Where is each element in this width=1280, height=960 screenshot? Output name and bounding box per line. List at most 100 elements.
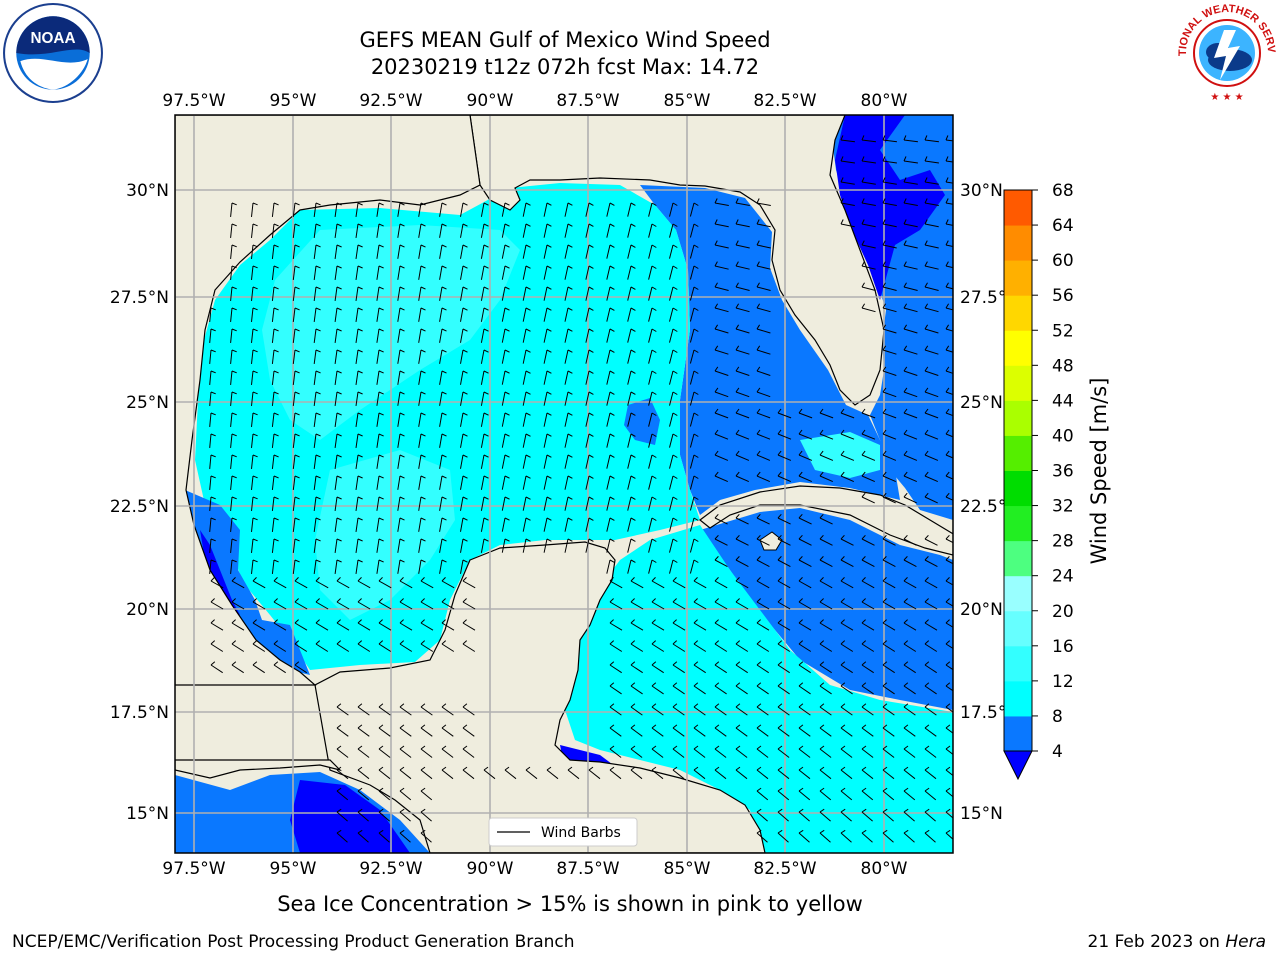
wind-barb: [672, 622, 686, 631]
wind-barb: [756, 727, 769, 737]
wind-barb-flag: [819, 429, 824, 435]
wind-barb: [651, 706, 664, 716]
wind-barb: [418, 475, 422, 490]
wind-barb-flag: [798, 471, 803, 477]
wind-barb-flag: [315, 244, 321, 248]
wind-barb: [376, 244, 380, 259]
lon-tick-label-top: 90°W: [467, 91, 514, 111]
wind-barb: [756, 391, 771, 398]
wind-barb-flag: [483, 412, 489, 416]
wind-barb-flag: [399, 454, 405, 458]
wind-barb: [735, 433, 750, 440]
wind-barb-flag: [210, 517, 216, 521]
wind-barb-flag: [420, 286, 426, 290]
wind-barb: [627, 349, 632, 364]
wind-barb-flag: [903, 408, 908, 414]
wind-barb-flag: [630, 661, 636, 666]
wind-barb-flag: [378, 496, 384, 500]
wind-barb: [609, 769, 622, 780]
wind-barb-flag: [210, 661, 216, 666]
wind-barb-flag: [504, 538, 510, 542]
wind-barb-flag: [882, 492, 887, 498]
wind-barb-flag: [315, 223, 321, 227]
wind-barb-flag: [357, 598, 362, 603]
wind-barb-flag: [672, 496, 678, 500]
wind-barb-flag: [924, 745, 930, 750]
wind-barb: [756, 643, 770, 652]
wind-barb: [819, 769, 832, 780]
wind-barb: [271, 202, 275, 217]
wind-barb-flag: [903, 682, 909, 687]
wind-barb: [522, 496, 527, 511]
wind-barb-flag: [840, 135, 844, 141]
wind-barb: [756, 538, 770, 546]
wind-barb: [798, 643, 812, 652]
wind-barb-flag: [777, 724, 783, 729]
wind-barb-flag: [609, 598, 614, 603]
wind-barb-flag: [819, 471, 824, 477]
wind-barb-flag: [630, 640, 636, 645]
wind-barb-flag: [735, 556, 740, 561]
map-title-line-1: GEFS MEAN Gulf of Mexico Wind Speed: [359, 28, 771, 52]
wind-barb: [209, 433, 212, 448]
wind-barb: [420, 622, 434, 631]
wind-barb-flag: [924, 261, 928, 267]
wind-barb: [777, 748, 790, 758]
wind-barb: [501, 517, 506, 532]
wind-barb: [798, 454, 813, 461]
wind-barb: [460, 454, 464, 469]
wind-barb-flag: [693, 640, 699, 645]
wind-barb-flag: [798, 513, 803, 519]
wind-barb: [861, 160, 876, 164]
wind-barb: [924, 202, 939, 206]
wind-barb: [798, 790, 811, 801]
wind-barb-flag: [378, 265, 384, 269]
wind-barb: [714, 475, 729, 483]
wind-barb: [903, 181, 918, 185]
wind-barb-flag: [882, 661, 888, 666]
wind-barb-flag: [378, 766, 384, 771]
wind-barb-flag: [861, 303, 866, 309]
wind-barb-flag: [945, 556, 950, 561]
wind-barb-flag: [819, 703, 825, 708]
wind-barb: [378, 643, 392, 652]
wind-barb: [669, 286, 674, 301]
wind-barb: [460, 202, 464, 217]
wind-barb-flag: [924, 429, 929, 435]
wind-barb: [313, 286, 317, 301]
lon-tick-label-top: 87.5°W: [556, 91, 619, 111]
wind-barb: [924, 223, 939, 228]
wind-barb-flag: [378, 433, 384, 437]
wind-barb-flag: [273, 577, 278, 582]
wind-barb-flag: [273, 223, 279, 227]
wind-barb-flag: [441, 202, 447, 206]
wind-barb: [271, 223, 275, 238]
wind-barb-flag: [567, 391, 573, 395]
wind-barb: [627, 265, 632, 280]
wind-barb-flag: [609, 370, 615, 374]
wind-barb-flag: [294, 265, 300, 269]
wind-barb: [689, 517, 695, 532]
wind-barb-flag: [588, 286, 594, 290]
wind-barb-flag: [819, 766, 825, 771]
wind-barb-flag: [924, 577, 929, 582]
wind-barb-flag: [651, 703, 657, 708]
wind-barb: [840, 769, 853, 780]
colorbar-tick-label: 16: [1052, 637, 1074, 657]
wind-barb-flag: [462, 370, 468, 374]
wind-barb: [439, 433, 443, 448]
wind-barb-flag: [525, 349, 531, 353]
wind-barb: [209, 349, 212, 364]
contour-gulf-12-16-south: [315, 450, 455, 620]
wind-barb-flag: [567, 496, 573, 500]
wind-barb: [924, 727, 937, 737]
wind-barb: [777, 643, 791, 652]
wind-barb: [945, 706, 953, 713]
wind-barb-flag: [651, 640, 657, 645]
wind-barb: [480, 433, 485, 448]
wind-barb: [714, 286, 729, 291]
wind-barb: [924, 664, 937, 674]
wind-barb-flag: [441, 307, 447, 311]
wind-barb: [543, 454, 548, 469]
wind-barb-flag: [630, 328, 636, 332]
